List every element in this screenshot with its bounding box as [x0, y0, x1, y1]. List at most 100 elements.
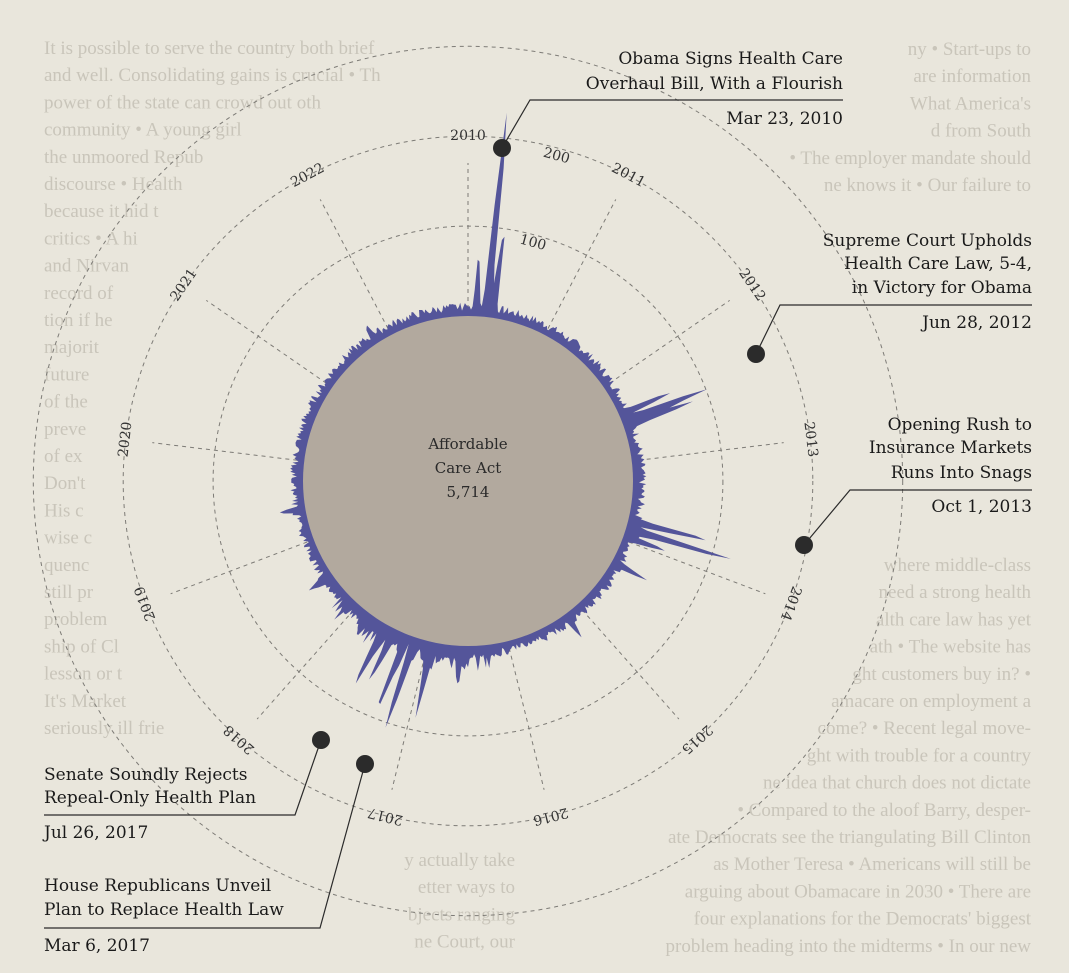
annotation-date: Oct 1, 2013: [931, 497, 1032, 517]
year-label: 2014: [777, 584, 805, 623]
annotation-date: Mar 23, 2010: [726, 109, 843, 129]
year-label: 2013: [800, 421, 820, 458]
background-text-line: His c: [44, 500, 84, 521]
annotation-date: Jun 28, 2012: [920, 313, 1032, 333]
background-text-line: ght customers buy in? •: [852, 664, 1031, 685]
background-text-line: It's Market: [44, 691, 127, 712]
year-spoke: [501, 616, 545, 790]
year-label: 2022: [288, 160, 327, 191]
background-text-line: d from South: [931, 121, 1032, 142]
background-text-line: the unmoored Repub: [44, 147, 203, 168]
background-text-line: • Compared to the aloof Barry, desper-: [737, 800, 1031, 821]
year-label: 2020: [115, 421, 135, 458]
background-text-line: problem: [44, 609, 108, 630]
annotation-date: Jul 26, 2017: [42, 823, 148, 843]
background-text-line: of the: [44, 392, 88, 413]
year-spoke: [256, 585, 376, 720]
background-text-line: of ex: [44, 446, 83, 467]
event-marker[interactable]: [493, 139, 511, 157]
year-label: 2016: [531, 804, 570, 828]
background-text-line: community • A young girl: [44, 120, 242, 141]
year-spoke: [206, 299, 354, 402]
event-marker[interactable]: [356, 755, 374, 773]
event-marker[interactable]: [747, 345, 765, 363]
year-label: 2012: [735, 266, 768, 304]
annotation-title: Health Care Law, 5-4,: [844, 254, 1032, 274]
annotation-leader: [44, 739, 322, 816]
year-label: 2017: [366, 804, 404, 828]
background-text-line: and Nirvan: [44, 256, 129, 277]
background-text-line: ny • Start-ups to: [908, 39, 1031, 60]
annotation-title: Supreme Court Upholds: [823, 231, 1032, 251]
background-text-line: ship of Cl: [44, 636, 119, 657]
background-text-line: four explanations for the Democrats' big…: [694, 909, 1032, 930]
background-text-line: ght with trouble for a country: [807, 745, 1032, 766]
annotation-title: Runs Into Snags: [891, 463, 1032, 483]
background-text-line: quenc: [44, 555, 89, 576]
annotation-title: Senate Soundly Rejects: [44, 765, 247, 785]
background-text-line: Don't: [44, 473, 86, 494]
annotation-leader: [44, 763, 366, 929]
annotation-title: Plan to Replace Health Law: [44, 900, 284, 920]
background-text-line: because it hid t: [44, 201, 159, 222]
radial-tick-label: 200: [541, 145, 571, 167]
background-text-line: ne knows it • Our failure to: [824, 175, 1031, 196]
annotation-date: Mar 6, 2017: [44, 936, 150, 956]
annotation-leader: [501, 99, 843, 149]
background-text-line: wise c: [44, 528, 92, 549]
background-text-line: come? • Recent legal move-: [818, 718, 1031, 739]
background-text-line: critics • A hi: [44, 228, 138, 249]
year-spoke: [391, 616, 435, 790]
background-text-line: ate Democrats see the triangulating Bill…: [668, 827, 1032, 848]
background-text-line: ne idea that church does not dictate: [763, 773, 1031, 794]
background-text-line: preve: [44, 419, 86, 440]
background-text-line: • The employer mandate should: [789, 148, 1031, 169]
year-spoke: [532, 199, 617, 358]
center-label-line: 5,714: [447, 483, 490, 501]
background-text-line: It is possible to serve the country both…: [44, 38, 375, 59]
year-spoke: [582, 299, 730, 402]
annotation-title: Opening Rush to: [888, 415, 1032, 435]
background-text-line: ath • The website has: [870, 637, 1031, 658]
annotation-title: Insurance Markets: [869, 438, 1032, 458]
background-text-line: tion if he: [44, 310, 113, 331]
background-text-line: seriously ill frie: [44, 718, 164, 739]
year-spoke: [606, 442, 784, 465]
background-text-line: where middle-class: [884, 555, 1031, 576]
center-label-line: Affordable: [427, 435, 507, 453]
annotation-title: in Victory for Obama: [852, 278, 1032, 298]
background-text-line: etter ways to: [418, 877, 515, 898]
radial-tick-label: 100: [518, 232, 548, 254]
background-text-line: y actually take: [404, 850, 515, 871]
background-text-line: majorit: [44, 337, 100, 358]
annotation-leader: [755, 304, 1032, 355]
year-spoke: [598, 530, 766, 595]
year-label: 2015: [678, 721, 715, 757]
year-label: 2021: [167, 266, 200, 304]
center-label-line: Care Act: [435, 459, 502, 477]
grid-circle: [32, 45, 904, 917]
year-spoke: [560, 585, 680, 720]
event-marker[interactable]: [795, 536, 813, 554]
year-label: 2019: [132, 584, 160, 623]
annotation-title: Overhaul Bill, With a Flourish: [586, 74, 843, 94]
background-text-line: What America's: [910, 93, 1031, 114]
core-circle: [303, 316, 633, 646]
background-text-line: are information: [913, 66, 1031, 87]
annotation-title: Obama Signs Health Care: [618, 49, 843, 69]
background-text-line: still pr: [44, 582, 94, 603]
year-label: 2010: [450, 128, 486, 144]
background-text-line: problem heading into the midterms • In o…: [666, 936, 1032, 957]
background-text-line: amacare on employment a: [831, 691, 1032, 712]
year-spoke: [170, 530, 338, 595]
grid-circle: [122, 135, 814, 827]
year-spoke: [319, 199, 404, 358]
background-text-line: power of the state can crowd out oth: [44, 92, 321, 113]
background-text-line: discourse • Health: [44, 174, 183, 195]
year-label: 2011: [609, 160, 648, 191]
event-marker[interactable]: [312, 731, 330, 749]
background-text-line: future: [44, 364, 89, 385]
background-text-line: ne Court, our: [414, 932, 515, 953]
